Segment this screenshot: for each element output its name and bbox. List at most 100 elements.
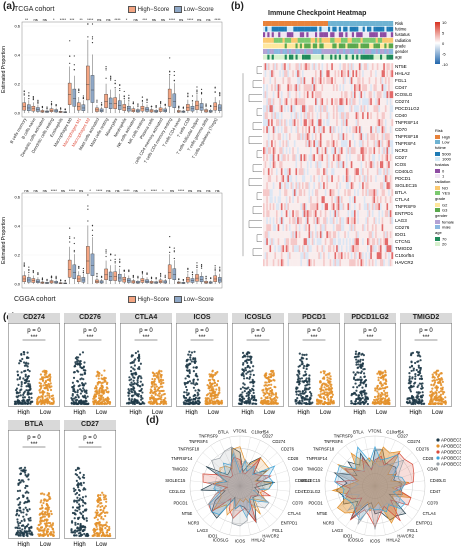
heatmap-cell — [388, 224, 390, 232]
significance-label: **** — [114, 17, 121, 22]
heatmap-cell — [334, 126, 337, 134]
outlier-point — [73, 251, 75, 253]
heatmap-cell — [279, 84, 282, 92]
heatmap-cell — [289, 182, 291, 190]
heatmap-cell — [319, 259, 322, 267]
heatmap-cell — [389, 105, 392, 113]
outlier-point — [196, 92, 198, 94]
outlier-point — [182, 107, 184, 109]
heatmap-cell — [386, 147, 389, 155]
data-point — [108, 402, 111, 405]
heatmap-cell — [269, 63, 272, 71]
annotation-cell — [317, 54, 320, 60]
significance-label: ns — [161, 17, 165, 22]
heatmap-cell — [313, 154, 316, 162]
heatmap-cell — [360, 112, 363, 120]
heatmap-cell — [264, 105, 267, 113]
data-point — [241, 351, 245, 354]
data-point — [92, 395, 96, 399]
heatmap-cell — [276, 259, 278, 267]
heatmap-cell — [350, 133, 353, 141]
heatmap-cell — [345, 154, 348, 162]
significance-label: **** — [96, 188, 103, 193]
heatmap-cell — [383, 210, 386, 218]
heatmap-cell — [344, 231, 347, 239]
annotation-cell — [364, 49, 368, 54]
dendrogram-branch — [256, 150, 262, 158]
data-point — [132, 372, 136, 375]
data-point — [26, 375, 30, 378]
heatmap-cell — [287, 252, 290, 260]
heatmap-cell — [352, 77, 355, 85]
heatmap-cell — [276, 126, 278, 134]
annotation-cell — [286, 43, 290, 49]
heatmap-cell — [308, 77, 311, 85]
heatmap-cell — [310, 126, 312, 134]
heatmap-cell — [292, 168, 295, 176]
legend-swatch — [435, 174, 440, 178]
heatmap-cell — [295, 70, 298, 78]
heatmap-cell — [295, 126, 298, 134]
annotation-cell — [345, 21, 348, 26]
heatmap-cell — [352, 224, 355, 232]
annotation-cell — [312, 21, 316, 26]
annotation-label: gender — [395, 49, 409, 54]
annotation-cell — [289, 49, 292, 54]
data-point — [50, 394, 53, 398]
heatmap-cell — [310, 70, 312, 78]
heatmap-cell — [266, 105, 269, 113]
heatmap-cell — [365, 98, 368, 106]
heatmap-cell — [371, 147, 374, 155]
data-point — [79, 388, 82, 391]
heatmap-cell — [284, 196, 286, 204]
heatmap-cell — [384, 91, 387, 99]
heatmap-cell — [316, 84, 319, 92]
data-point — [184, 396, 188, 400]
heatmap-cell — [389, 161, 392, 169]
heatmap-cell — [341, 161, 343, 169]
heatmap-cell — [344, 105, 347, 113]
heatmap-cell — [306, 63, 309, 71]
heatmap-cell — [306, 147, 309, 155]
outlier-point — [178, 107, 180, 109]
heatmap-cell — [388, 84, 390, 92]
outlier-point — [23, 94, 25, 96]
data-point — [104, 389, 108, 392]
annotation-cell — [280, 49, 283, 54]
heatmap-cell — [373, 147, 376, 155]
colorbar-tick: 0 — [442, 41, 445, 46]
data-point — [20, 382, 23, 386]
heatmap-cell — [368, 112, 371, 120]
heatmap-cell — [277, 224, 280, 232]
data-point — [186, 381, 189, 385]
outlier-point — [23, 263, 25, 265]
annotation-cell — [310, 26, 314, 32]
heatmap-cell — [336, 133, 338, 141]
heatmap-cell — [373, 98, 376, 106]
data-point — [48, 384, 51, 387]
data-point — [250, 361, 253, 364]
outlier-point — [110, 76, 112, 78]
heatmap-cell — [321, 259, 324, 267]
data-point — [130, 381, 133, 384]
data-point — [15, 395, 18, 398]
heatmap-cell — [381, 196, 384, 204]
heatmap-cell — [280, 70, 283, 78]
data-point — [215, 388, 218, 391]
annotation-cell — [334, 43, 337, 49]
data-point — [218, 389, 221, 392]
heatmap-cell — [331, 154, 334, 162]
box — [90, 75, 95, 103]
heatmap-cell — [383, 98, 386, 106]
heatmap-cell — [305, 147, 308, 155]
y-tick-label: 0.4 — [14, 53, 20, 58]
heatmap-cell — [313, 231, 316, 239]
heatmap-cell — [331, 105, 334, 113]
heatmap-cell — [332, 182, 335, 190]
plot-frame — [21, 21, 223, 118]
significance-label: ns — [97, 17, 101, 22]
heatmap-cell — [277, 238, 280, 246]
annotation-cell — [375, 37, 379, 43]
heatmap-cell — [388, 147, 390, 155]
heatmap-cell — [342, 112, 345, 120]
